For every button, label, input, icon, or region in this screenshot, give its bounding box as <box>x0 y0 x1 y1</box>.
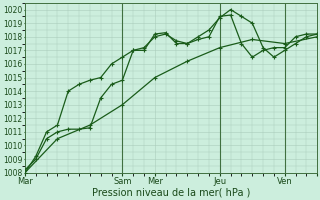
X-axis label: Pression niveau de la mer( hPa ): Pression niveau de la mer( hPa ) <box>92 187 250 197</box>
